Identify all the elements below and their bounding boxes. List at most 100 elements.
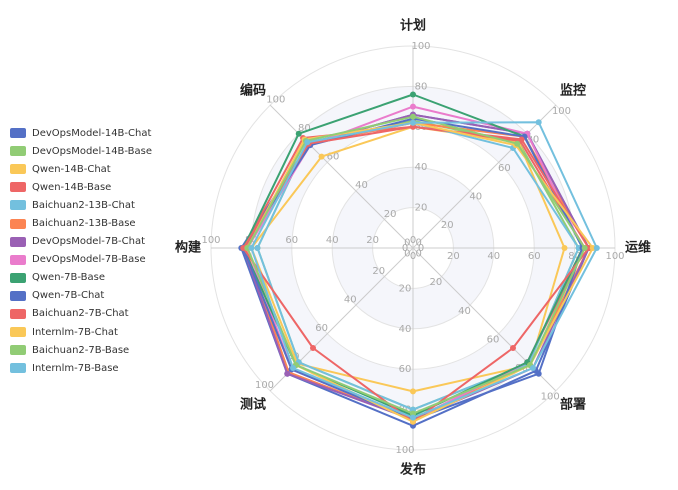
legend-label: DevOpsModel-14B-Base bbox=[32, 145, 153, 157]
tick-label: 100 bbox=[552, 106, 571, 117]
legend-label: DevOpsModel-14B-Chat bbox=[32, 127, 152, 139]
data-point bbox=[410, 414, 416, 421]
legend-label: Baichuan2-7B-Chat bbox=[32, 308, 129, 320]
data-point bbox=[318, 153, 325, 160]
tick-label: 60 bbox=[528, 251, 541, 262]
legend-swatch bbox=[10, 363, 26, 374]
tick-label: 0 bbox=[418, 243, 424, 254]
tick-label: 40 bbox=[355, 180, 368, 191]
tick-label: 100 bbox=[266, 95, 285, 106]
legend-label: Qwen-7B-Base bbox=[32, 272, 105, 284]
legend-swatch bbox=[10, 218, 26, 229]
legend-label: Qwen-14B-Chat bbox=[32, 163, 111, 175]
legend-item[interactable]: Baichuan2-7B-Chat bbox=[10, 305, 152, 323]
legend-label: Qwen-7B-Chat bbox=[32, 290, 105, 302]
tick-label: 100 bbox=[541, 391, 560, 402]
tick-label: 100 bbox=[605, 251, 624, 262]
tick-label: 0 bbox=[415, 237, 421, 248]
axis-name: 监控 bbox=[560, 83, 586, 99]
tick-label: 60 bbox=[399, 364, 412, 375]
axis-name: 构建 bbox=[175, 240, 201, 256]
legend-item[interactable]: Internlm-7B-Chat bbox=[10, 323, 152, 341]
tick-label: 40 bbox=[415, 162, 428, 173]
data-point bbox=[248, 245, 255, 251]
tick-label: 100 bbox=[395, 445, 414, 456]
legend-swatch bbox=[10, 236, 26, 247]
axis-spoke bbox=[269, 104, 414, 249]
legend-swatch bbox=[10, 327, 26, 338]
legend-label: Internlm-7B-Base bbox=[32, 362, 119, 374]
tick-label: 60 bbox=[327, 152, 340, 163]
tick-label: 100 bbox=[201, 235, 220, 246]
tick-label: 0 bbox=[404, 237, 410, 248]
axis-name: 计划 bbox=[400, 18, 426, 34]
tick-label: 60 bbox=[315, 323, 328, 334]
legend-label: Internlm-7B-Chat bbox=[32, 326, 118, 338]
legend-item[interactable]: Baichuan2-13B-Base bbox=[10, 214, 152, 232]
legend-swatch bbox=[10, 128, 26, 139]
tick-label: 0 bbox=[402, 243, 408, 254]
data-point bbox=[410, 103, 416, 110]
data-point bbox=[310, 344, 317, 351]
tick-label: 40 bbox=[344, 294, 357, 305]
legend-swatch bbox=[10, 290, 26, 301]
tick-label: 40 bbox=[469, 192, 482, 203]
legend-item[interactable]: DevOpsModel-7B-Base bbox=[10, 251, 152, 269]
legend-label: Baichuan2-7B-Base bbox=[32, 344, 130, 356]
tick-label: 20 bbox=[384, 209, 397, 220]
data-point bbox=[535, 119, 542, 126]
chart-legend: DevOpsModel-14B-Chat DevOpsModel-14B-Base… bbox=[10, 124, 152, 377]
legend-item[interactable]: Baichuan2-13B-Chat bbox=[10, 196, 152, 214]
legend-swatch bbox=[10, 308, 26, 319]
legend-item[interactable]: DevOpsModel-14B-Chat bbox=[10, 124, 152, 142]
legend-item[interactable]: DevOpsModel-14B-Base bbox=[10, 142, 152, 160]
legend-item[interactable]: DevOpsModel-7B-Chat bbox=[10, 233, 152, 251]
legend-label: Qwen-14B-Base bbox=[32, 181, 112, 193]
data-point bbox=[529, 364, 536, 371]
legend-swatch bbox=[10, 200, 26, 211]
tick-label: 20 bbox=[430, 277, 443, 288]
legend-item[interactable]: Baichuan2-7B-Base bbox=[10, 341, 152, 359]
axis-name: 测试 bbox=[240, 396, 266, 412]
tick-label: 40 bbox=[326, 235, 339, 246]
tick-label: 20 bbox=[447, 251, 460, 262]
data-point bbox=[561, 245, 568, 251]
axis-spoke bbox=[412, 104, 557, 249]
legend-item[interactable]: Qwen-7B-Chat bbox=[10, 287, 152, 305]
data-point bbox=[410, 113, 416, 120]
data-point bbox=[304, 139, 311, 146]
radar-series bbox=[238, 91, 600, 429]
data-point bbox=[290, 364, 297, 371]
data-point bbox=[514, 140, 521, 147]
data-point bbox=[509, 344, 516, 351]
tick-label: 80 bbox=[298, 123, 311, 134]
data-point bbox=[254, 245, 261, 251]
data-point bbox=[410, 91, 416, 98]
tick-label: 100 bbox=[255, 380, 274, 391]
tick-label: 40 bbox=[399, 324, 412, 335]
legend-item[interactable]: Internlm-7B-Base bbox=[10, 359, 152, 377]
data-point bbox=[284, 370, 291, 377]
data-point bbox=[410, 119, 416, 126]
legend-label: DevOpsModel-7B-Chat bbox=[32, 236, 146, 248]
tick-label: 0 bbox=[415, 249, 421, 260]
legend-item[interactable]: Qwen-7B-Base bbox=[10, 269, 152, 287]
tick-label: 0 bbox=[410, 251, 416, 262]
axis-name: 运维 bbox=[625, 240, 651, 256]
legend-swatch bbox=[10, 272, 26, 283]
tick-label: 0 bbox=[410, 235, 416, 246]
tick-label: 60 bbox=[487, 334, 500, 345]
tick-label: 80 bbox=[527, 134, 540, 145]
tick-label: 0 bbox=[404, 249, 410, 260]
axis-name: 部署 bbox=[560, 396, 586, 412]
tick-label: 80 bbox=[415, 81, 428, 92]
legend-item[interactable]: Qwen-14B-Base bbox=[10, 178, 152, 196]
legend-item[interactable]: Qwen-14B-Chat bbox=[10, 160, 152, 178]
tick-label: 20 bbox=[399, 283, 412, 294]
series-13 bbox=[248, 119, 600, 421]
data-point bbox=[535, 370, 542, 377]
legend-swatch bbox=[10, 164, 26, 175]
legend-swatch bbox=[10, 345, 26, 356]
data-point bbox=[410, 388, 416, 395]
